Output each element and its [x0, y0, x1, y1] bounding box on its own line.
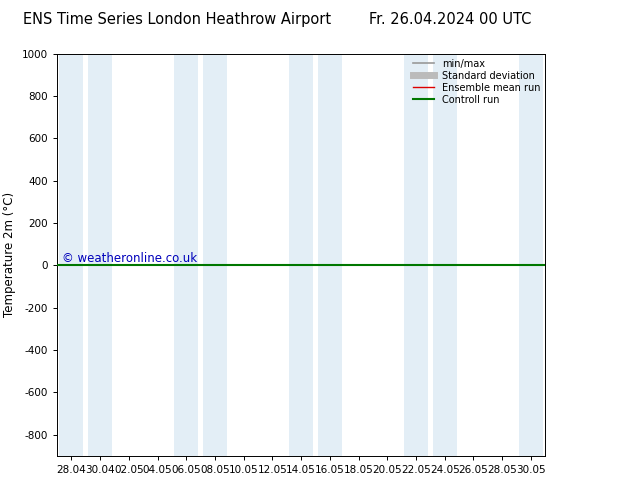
Y-axis label: Temperature 2m (°C): Temperature 2m (°C)	[3, 192, 16, 318]
Bar	[289, 54, 313, 456]
Bar	[203, 54, 227, 456]
Bar	[174, 54, 198, 456]
Text: © weatheronline.co.uk: © weatheronline.co.uk	[62, 252, 197, 266]
Legend: min/max, Standard deviation, Ensemble mean run, Controll run: min/max, Standard deviation, Ensemble me…	[409, 55, 544, 108]
Text: ENS Time Series London Heathrow Airport: ENS Time Series London Heathrow Airport	[23, 12, 332, 27]
Bar	[60, 54, 84, 456]
Bar	[519, 54, 543, 456]
Bar	[432, 54, 456, 456]
Text: Fr. 26.04.2024 00 UTC: Fr. 26.04.2024 00 UTC	[369, 12, 531, 27]
Bar	[404, 54, 428, 456]
Bar	[318, 54, 342, 456]
Bar	[88, 54, 112, 456]
